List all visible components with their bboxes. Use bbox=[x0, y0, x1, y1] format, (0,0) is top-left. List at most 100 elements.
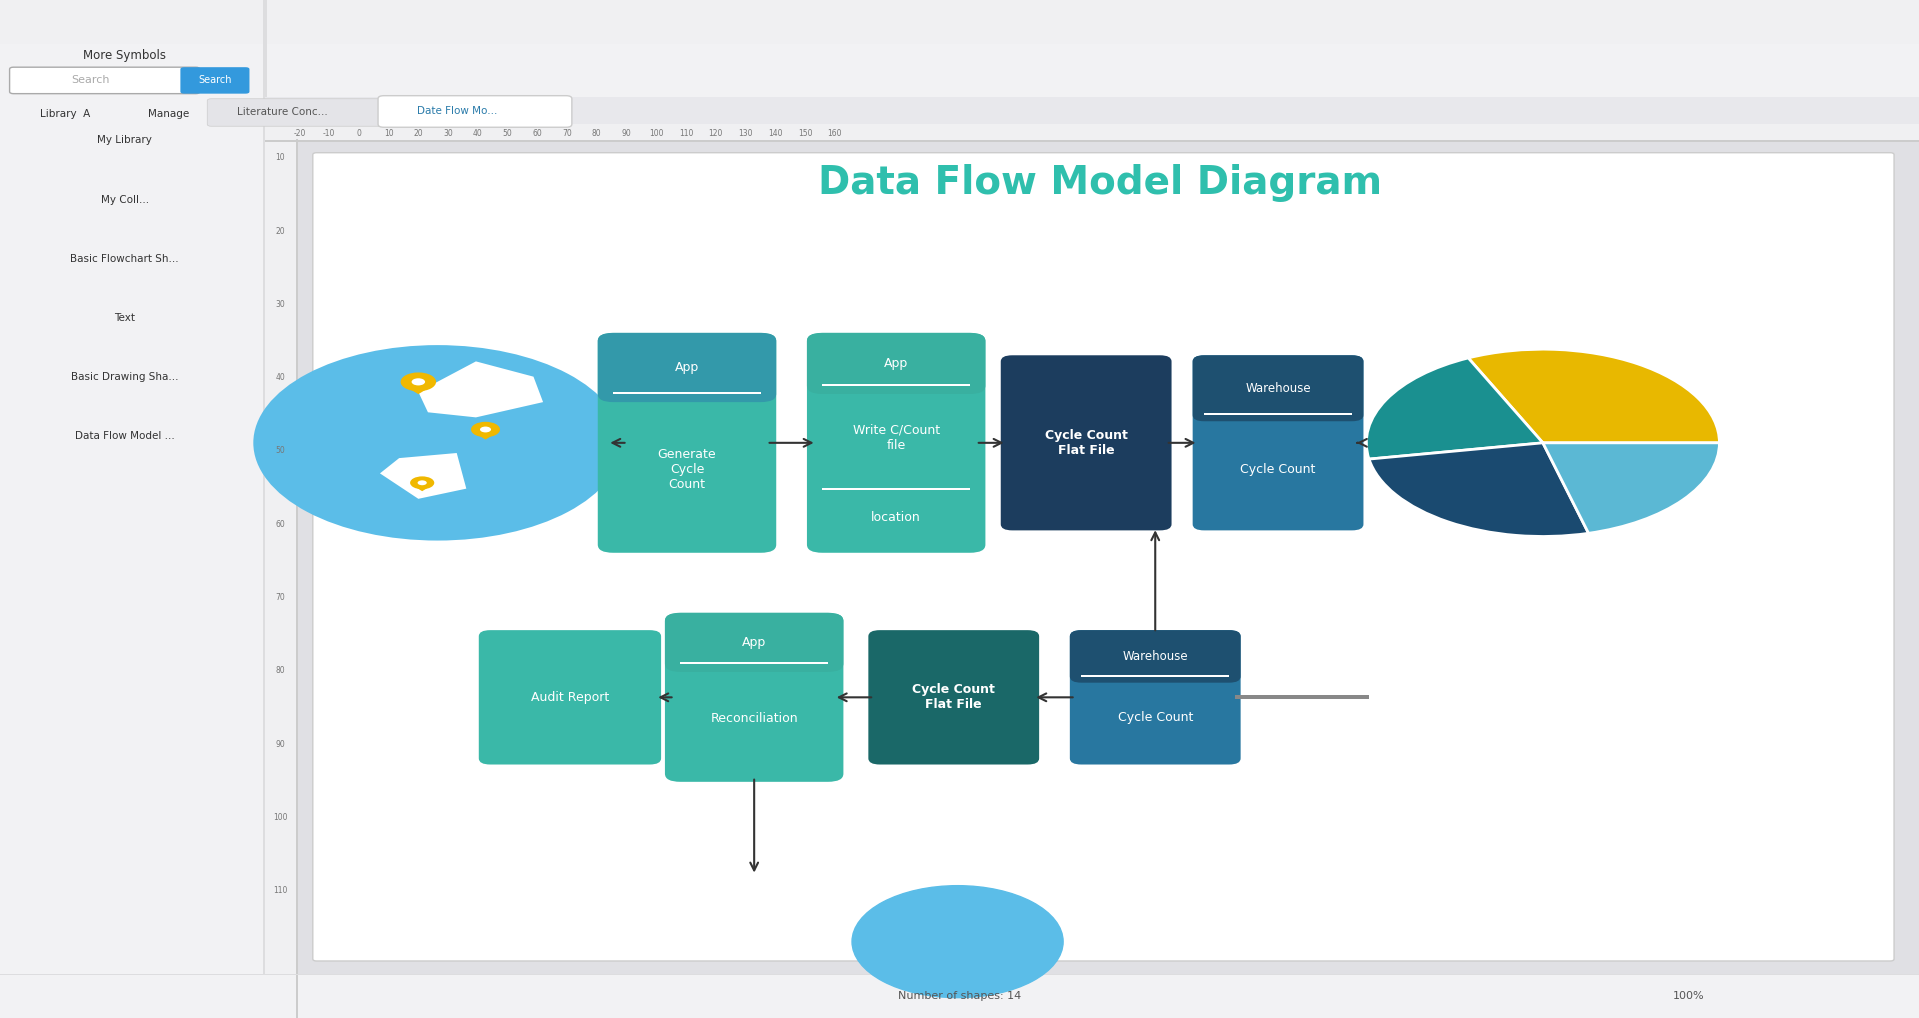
Bar bbox=[0, 0, 265, 1018]
Text: 100: 100 bbox=[272, 813, 288, 822]
Text: 20: 20 bbox=[413, 129, 424, 137]
FancyBboxPatch shape bbox=[1069, 630, 1240, 765]
Bar bbox=[265, 97, 1919, 124]
Text: 90: 90 bbox=[622, 129, 631, 137]
Bar bbox=[1082, 675, 1228, 677]
Text: 100%: 100% bbox=[1673, 991, 1704, 1001]
FancyBboxPatch shape bbox=[180, 67, 249, 94]
FancyBboxPatch shape bbox=[1192, 355, 1362, 421]
Wedge shape bbox=[1543, 443, 1719, 533]
Text: App: App bbox=[885, 357, 908, 370]
FancyBboxPatch shape bbox=[1192, 355, 1362, 530]
Text: -20: -20 bbox=[294, 129, 305, 137]
Text: 70: 70 bbox=[562, 129, 572, 137]
Text: My Coll...: My Coll... bbox=[100, 194, 150, 205]
Bar bbox=[263, 0, 267, 1018]
Text: Reconciliation: Reconciliation bbox=[710, 713, 798, 725]
Bar bbox=[821, 384, 969, 386]
Text: 90: 90 bbox=[274, 740, 286, 748]
Text: Write C/Count
file: Write C/Count file bbox=[852, 423, 940, 452]
Text: 0: 0 bbox=[357, 129, 361, 137]
Circle shape bbox=[411, 476, 434, 490]
Text: location: location bbox=[871, 511, 921, 523]
Polygon shape bbox=[403, 385, 434, 394]
Text: 40: 40 bbox=[274, 374, 286, 382]
Text: Date Flow Mo...: Date Flow Mo... bbox=[416, 106, 497, 116]
Circle shape bbox=[253, 345, 622, 541]
Text: 40: 40 bbox=[472, 129, 484, 137]
FancyBboxPatch shape bbox=[599, 333, 775, 553]
Bar bbox=[265, 139, 297, 1018]
Text: 50: 50 bbox=[274, 447, 286, 455]
FancyBboxPatch shape bbox=[599, 333, 775, 402]
Text: 130: 130 bbox=[739, 129, 752, 137]
Bar bbox=[1205, 413, 1351, 415]
Text: My Library: My Library bbox=[98, 135, 152, 146]
Text: 140: 140 bbox=[768, 129, 783, 137]
Circle shape bbox=[411, 379, 426, 386]
Text: Literature Conc...: Literature Conc... bbox=[236, 107, 328, 117]
Text: 110: 110 bbox=[272, 887, 288, 895]
Text: More Symbols: More Symbols bbox=[83, 50, 167, 62]
Bar bbox=[0, 0, 1919, 44]
Polygon shape bbox=[418, 361, 543, 417]
Polygon shape bbox=[474, 433, 497, 440]
Wedge shape bbox=[1366, 358, 1543, 459]
Text: Data Flow Model ...: Data Flow Model ... bbox=[75, 431, 175, 441]
Text: App: App bbox=[675, 361, 699, 374]
Text: 30: 30 bbox=[274, 300, 286, 308]
Text: 20: 20 bbox=[274, 227, 286, 235]
Circle shape bbox=[470, 421, 501, 437]
FancyBboxPatch shape bbox=[806, 333, 986, 553]
Bar bbox=[679, 662, 829, 664]
Bar bbox=[612, 392, 760, 394]
Text: 60: 60 bbox=[532, 129, 543, 137]
Bar bbox=[265, 124, 1919, 140]
Text: Warehouse: Warehouse bbox=[1245, 382, 1311, 395]
Bar bbox=[0, 97, 1919, 102]
FancyBboxPatch shape bbox=[867, 630, 1040, 765]
Text: 80: 80 bbox=[274, 667, 286, 675]
Bar bbox=[0, 974, 1919, 975]
Text: Cycle Count
Flat File: Cycle Count Flat File bbox=[912, 683, 996, 712]
Text: 100: 100 bbox=[649, 129, 664, 137]
Wedge shape bbox=[1368, 443, 1589, 536]
Text: 30: 30 bbox=[443, 129, 453, 137]
FancyBboxPatch shape bbox=[313, 153, 1894, 961]
Text: Warehouse: Warehouse bbox=[1123, 649, 1188, 663]
FancyBboxPatch shape bbox=[478, 630, 660, 765]
FancyBboxPatch shape bbox=[1069, 630, 1240, 683]
Text: Number of shapes: 14: Number of shapes: 14 bbox=[898, 991, 1021, 1001]
Text: 70: 70 bbox=[274, 593, 286, 602]
Text: Manage: Manage bbox=[148, 109, 190, 119]
Bar bbox=[821, 488, 969, 490]
Text: Search: Search bbox=[198, 75, 232, 86]
Text: -10: -10 bbox=[322, 129, 336, 137]
Text: Cycle Count: Cycle Count bbox=[1117, 711, 1194, 724]
Text: 120: 120 bbox=[708, 129, 723, 137]
Circle shape bbox=[418, 480, 426, 486]
Circle shape bbox=[852, 886, 1063, 998]
Text: Cycle Count: Cycle Count bbox=[1240, 463, 1316, 476]
Text: 160: 160 bbox=[827, 129, 842, 137]
Wedge shape bbox=[1468, 349, 1719, 443]
Circle shape bbox=[480, 427, 491, 433]
Text: 10: 10 bbox=[384, 129, 393, 137]
FancyBboxPatch shape bbox=[378, 96, 572, 127]
Polygon shape bbox=[413, 486, 432, 492]
Text: Basic Flowchart Sh...: Basic Flowchart Sh... bbox=[71, 253, 178, 264]
FancyBboxPatch shape bbox=[207, 99, 384, 126]
Circle shape bbox=[401, 373, 436, 391]
Text: Generate
Cycle
Count: Generate Cycle Count bbox=[658, 448, 716, 491]
Text: Search: Search bbox=[71, 75, 109, 86]
Bar bbox=[265, 140, 1919, 142]
Text: 110: 110 bbox=[679, 129, 693, 137]
Text: Basic Drawing Sha...: Basic Drawing Sha... bbox=[71, 372, 178, 382]
Text: Text: Text bbox=[115, 313, 134, 323]
Text: Library  A: Library A bbox=[40, 109, 90, 119]
Text: 50: 50 bbox=[503, 129, 512, 137]
Bar bbox=[1234, 695, 1368, 699]
FancyBboxPatch shape bbox=[1002, 355, 1171, 530]
Bar bbox=[0, 975, 1919, 1018]
Text: 60: 60 bbox=[274, 520, 286, 528]
